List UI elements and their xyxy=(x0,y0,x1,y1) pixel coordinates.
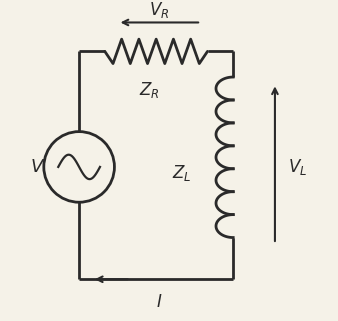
Text: $V_R$: $V_R$ xyxy=(149,0,170,20)
Text: $Z_R$: $Z_R$ xyxy=(139,80,160,100)
Text: $I$: $I$ xyxy=(156,293,163,311)
Text: $Z_L$: $Z_L$ xyxy=(172,163,192,183)
Text: $V_L$: $V_L$ xyxy=(288,157,307,177)
Text: $V$: $V$ xyxy=(30,158,45,176)
